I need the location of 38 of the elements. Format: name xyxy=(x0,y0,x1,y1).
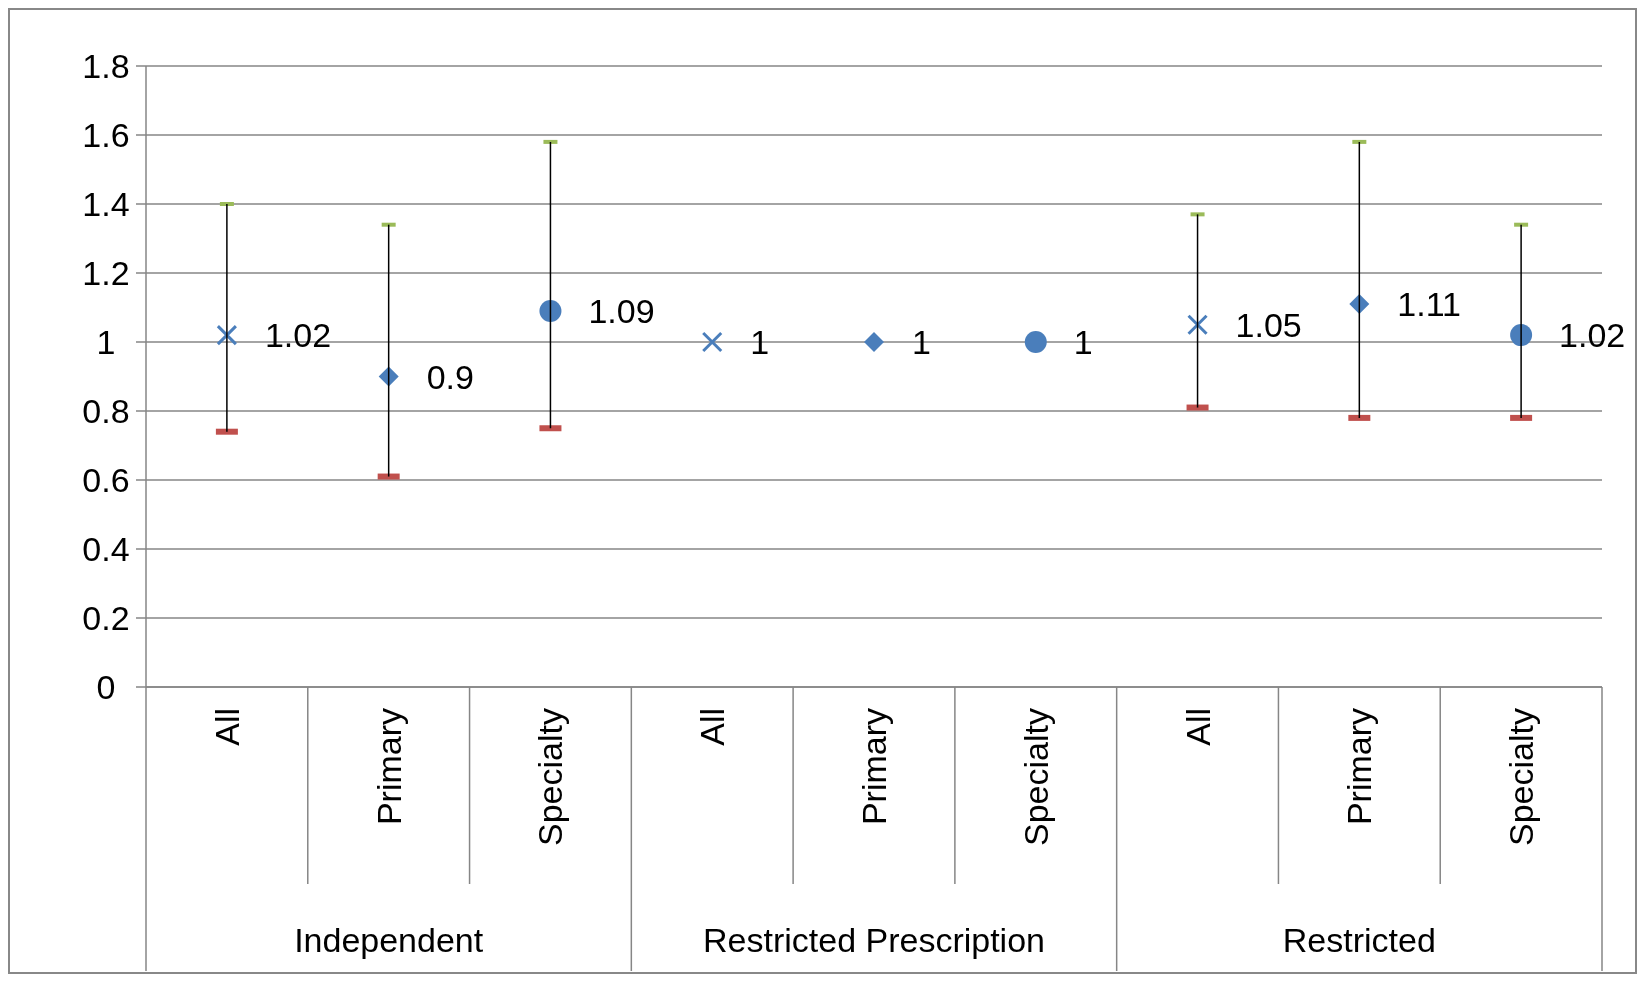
y-tick-label: 0.4 xyxy=(82,530,130,568)
data-label: 1.05 xyxy=(1235,305,1302,344)
data-label: 1 xyxy=(1073,323,1093,361)
text: Restricted xyxy=(1282,921,1436,959)
data-label: 0.9 xyxy=(426,357,474,396)
point xyxy=(378,366,399,387)
point xyxy=(1187,314,1209,336)
data-label: 1.02 xyxy=(264,316,332,355)
point xyxy=(1024,331,1047,353)
data-label: 1.02 xyxy=(1559,316,1626,355)
text: Independent xyxy=(294,921,484,959)
y-tick-label: 1.6 xyxy=(82,116,130,154)
point xyxy=(1349,294,1370,315)
x-tick-label: Specialty xyxy=(531,708,570,846)
y-tick-label: 1.4 xyxy=(82,185,130,223)
y-tick-label: 0 xyxy=(96,668,116,706)
data-label: 1 xyxy=(750,323,770,361)
x-tick-label: Specialty xyxy=(1016,708,1055,846)
data-label: 1.11 xyxy=(1397,285,1461,324)
x-tick-label: All xyxy=(693,708,732,746)
y-tick-label: 1.8 xyxy=(82,47,130,85)
y-tick-label: 1.2 xyxy=(82,254,130,292)
point xyxy=(701,331,723,353)
x-tick-label: Primary xyxy=(1340,708,1379,826)
y-tick-label: 1 xyxy=(96,323,116,361)
x-tick-label: Primary xyxy=(855,708,893,826)
x-tick-label: Primary xyxy=(369,708,408,826)
data-label: 1 xyxy=(912,323,931,361)
x-tick-label: All xyxy=(207,708,246,746)
x-tick-label: All xyxy=(1178,708,1217,746)
point xyxy=(539,299,562,322)
text: Restricted Prescription xyxy=(702,921,1046,959)
point xyxy=(864,332,884,352)
data-label: 1.09 xyxy=(588,291,655,330)
y-tick-label: 0.6 xyxy=(82,461,130,499)
y-tick-label: 0.2 xyxy=(82,599,130,637)
x-tick-label: Specialty xyxy=(1502,708,1541,846)
y-tick-label: 0.8 xyxy=(82,392,130,430)
